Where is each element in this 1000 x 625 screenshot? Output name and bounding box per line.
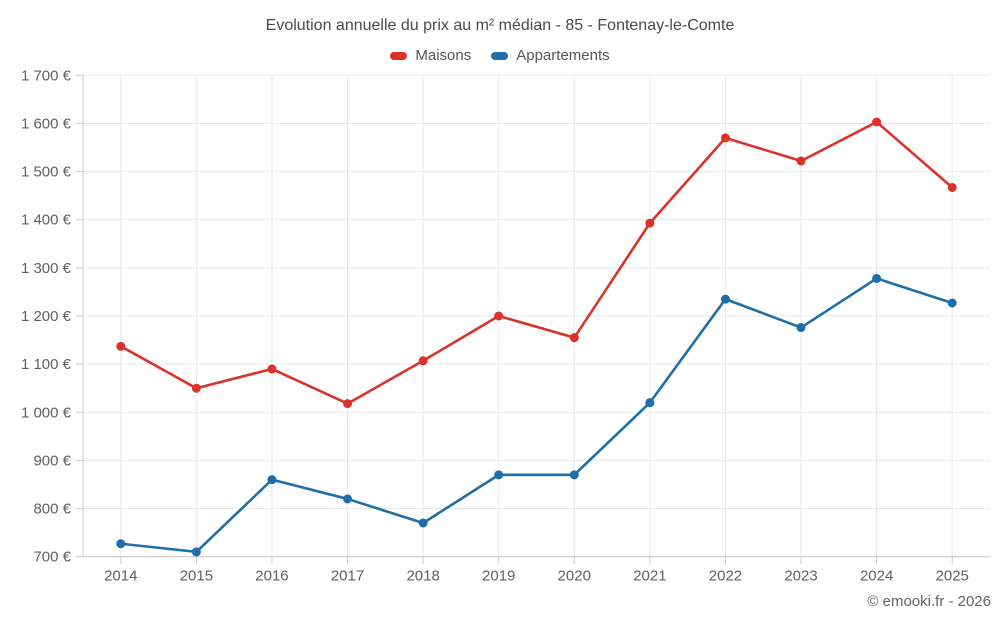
svg-text:1 300 €: 1 300 € <box>21 260 72 277</box>
svg-text:2016: 2016 <box>255 568 288 585</box>
svg-text:2020: 2020 <box>558 568 591 585</box>
svg-text:2018: 2018 <box>406 568 439 585</box>
chart-title: Evolution annuelle du prix au m² médian … <box>265 17 735 34</box>
appartements-series-swatch-icon <box>491 51 509 60</box>
svg-text:1 100 €: 1 100 € <box>21 356 72 373</box>
copyright-text: © emooki.fr - 2026 <box>867 593 991 610</box>
legend-label-maisons: Maisons <box>415 47 472 64</box>
svg-text:2025: 2025 <box>936 568 969 585</box>
maisons-series-swatch-icon <box>390 51 408 60</box>
svg-text:900 €: 900 € <box>33 452 71 469</box>
svg-text:2021: 2021 <box>633 568 666 585</box>
svg-text:2017: 2017 <box>331 568 364 585</box>
svg-text:1 500 €: 1 500 € <box>21 164 72 181</box>
svg-text:1 000 €: 1 000 € <box>21 404 72 421</box>
svg-text:1 600 €: 1 600 € <box>21 115 72 132</box>
chart-legend: Maisons Appartements <box>0 47 1000 64</box>
svg-text:2024: 2024 <box>860 568 893 585</box>
svg-text:1 400 €: 1 400 € <box>21 212 72 229</box>
svg-text:1 700 €: 1 700 € <box>21 67 72 84</box>
svg-text:2014: 2014 <box>104 568 137 585</box>
legend-item-maisons[interactable]: Maisons <box>390 47 471 64</box>
legend-label-appartements: Appartements <box>516 47 610 64</box>
svg-text:2023: 2023 <box>784 568 817 585</box>
svg-text:2022: 2022 <box>709 568 742 585</box>
svg-text:700 €: 700 € <box>33 549 71 566</box>
legend-item-appartements[interactable]: Appartements <box>491 47 610 64</box>
svg-text:2019: 2019 <box>482 568 515 585</box>
svg-text:1 200 €: 1 200 € <box>21 308 72 325</box>
svg-text:800 €: 800 € <box>33 501 71 518</box>
svg-text:2015: 2015 <box>180 568 213 585</box>
